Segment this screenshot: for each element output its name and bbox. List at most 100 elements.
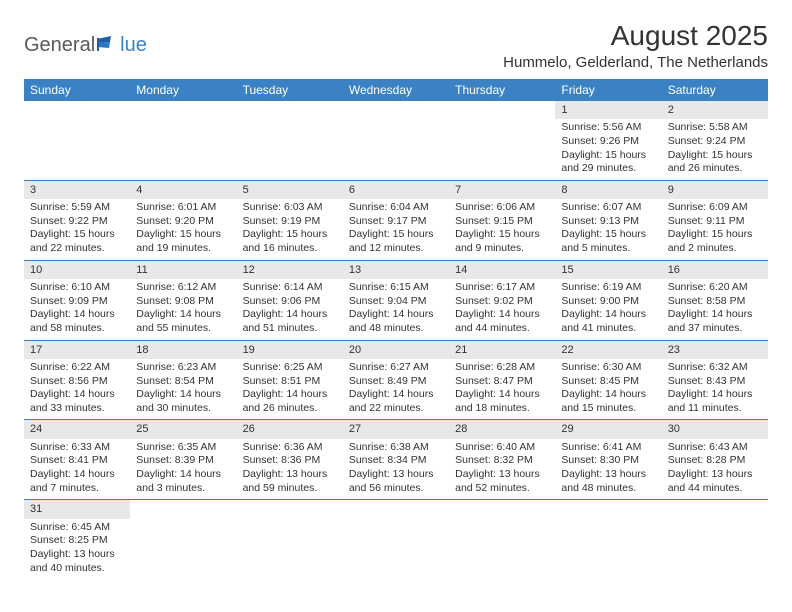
- calendar-cell: 21Sunrise: 6:28 AMSunset: 8:47 PMDayligh…: [449, 340, 555, 420]
- daylight-text-1: Daylight: 14 hours: [136, 308, 230, 322]
- calendar-cell: [237, 101, 343, 180]
- sunrise-text: Sunrise: 6:17 AM: [455, 281, 549, 295]
- calendar-cell: 9Sunrise: 6:09 AMSunset: 9:11 PMDaylight…: [662, 180, 768, 260]
- day-number: 18: [130, 341, 236, 359]
- day-number: 15: [555, 261, 661, 279]
- day-number: [343, 500, 449, 518]
- cell-content: Sunrise: 6:25 AMSunset: 8:51 PMDaylight:…: [237, 359, 343, 420]
- calendar-cell: [343, 101, 449, 180]
- cell-content: Sunrise: 6:40 AMSunset: 8:32 PMDaylight:…: [449, 439, 555, 500]
- cell-content: Sunrise: 6:41 AMSunset: 8:30 PMDaylight:…: [555, 439, 661, 500]
- day-number: 8: [555, 181, 661, 199]
- day-number: 23: [662, 341, 768, 359]
- daylight-text-2: and 16 minutes.: [243, 242, 337, 256]
- cell-content: Sunrise: 6:07 AMSunset: 9:13 PMDaylight:…: [555, 199, 661, 260]
- day-number: 16: [662, 261, 768, 279]
- calendar-row: 1Sunrise: 5:56 AMSunset: 9:26 PMDaylight…: [24, 101, 768, 180]
- daylight-text-1: Daylight: 13 hours: [349, 468, 443, 482]
- flag-icon: [97, 34, 119, 57]
- daylight-text-1: Daylight: 13 hours: [30, 548, 124, 562]
- sunset-text: Sunset: 8:49 PM: [349, 375, 443, 389]
- calendar-cell: 22Sunrise: 6:30 AMSunset: 8:45 PMDayligh…: [555, 340, 661, 420]
- daylight-text-2: and 55 minutes.: [136, 322, 230, 336]
- sunrise-text: Sunrise: 6:20 AM: [668, 281, 762, 295]
- daylight-text-1: Daylight: 14 hours: [668, 388, 762, 402]
- day-number: 4: [130, 181, 236, 199]
- cell-content: Sunrise: 6:15 AMSunset: 9:04 PMDaylight:…: [343, 279, 449, 340]
- day-number: 29: [555, 420, 661, 438]
- daylight-text-2: and 33 minutes.: [30, 402, 124, 416]
- sunset-text: Sunset: 8:34 PM: [349, 454, 443, 468]
- daylight-text-2: and 37 minutes.: [668, 322, 762, 336]
- daylight-text-2: and 58 minutes.: [30, 322, 124, 336]
- calendar-cell: 4Sunrise: 6:01 AMSunset: 9:20 PMDaylight…: [130, 180, 236, 260]
- cell-content: Sunrise: 5:58 AMSunset: 9:24 PMDaylight:…: [662, 119, 768, 180]
- calendar-cell: 24Sunrise: 6:33 AMSunset: 8:41 PMDayligh…: [24, 420, 130, 500]
- sunrise-text: Sunrise: 6:12 AM: [136, 281, 230, 295]
- daylight-text-1: Daylight: 13 hours: [455, 468, 549, 482]
- calendar-cell: 20Sunrise: 6:27 AMSunset: 8:49 PMDayligh…: [343, 340, 449, 420]
- sunset-text: Sunset: 8:58 PM: [668, 295, 762, 309]
- cell-content: Sunrise: 6:03 AMSunset: 9:19 PMDaylight:…: [237, 199, 343, 260]
- daylight-text-2: and 3 minutes.: [136, 482, 230, 496]
- daylight-text-1: Daylight: 14 hours: [243, 388, 337, 402]
- day-number: [449, 500, 555, 518]
- daylight-text-2: and 26 minutes.: [243, 402, 337, 416]
- sunset-text: Sunset: 9:15 PM: [455, 215, 549, 229]
- daylight-text-1: Daylight: 14 hours: [349, 308, 443, 322]
- calendar-cell: 8Sunrise: 6:07 AMSunset: 9:13 PMDaylight…: [555, 180, 661, 260]
- day-number: [343, 101, 449, 119]
- title-block: August 2025 Hummelo, Gelderland, The Net…: [503, 20, 768, 71]
- daylight-text-2: and 15 minutes.: [561, 402, 655, 416]
- daylight-text-1: Daylight: 13 hours: [561, 468, 655, 482]
- sunrise-text: Sunrise: 6:28 AM: [455, 361, 549, 375]
- daylight-text-1: Daylight: 15 hours: [455, 228, 549, 242]
- logo-text-general: General: [24, 34, 95, 57]
- cell-content: Sunrise: 6:23 AMSunset: 8:54 PMDaylight:…: [130, 359, 236, 420]
- day-number: [237, 500, 343, 518]
- calendar-cell: [130, 101, 236, 180]
- calendar-row: 3Sunrise: 5:59 AMSunset: 9:22 PMDaylight…: [24, 180, 768, 260]
- cell-content: Sunrise: 6:12 AMSunset: 9:08 PMDaylight:…: [130, 279, 236, 340]
- daylight-text-2: and 48 minutes.: [349, 322, 443, 336]
- sunset-text: Sunset: 8:41 PM: [30, 454, 124, 468]
- sunrise-text: Sunrise: 6:38 AM: [349, 441, 443, 455]
- day-number: 5: [237, 181, 343, 199]
- cell-content: Sunrise: 6:45 AMSunset: 8:25 PMDaylight:…: [24, 519, 130, 580]
- daylight-text-1: Daylight: 14 hours: [30, 468, 124, 482]
- sunrise-text: Sunrise: 6:07 AM: [561, 201, 655, 215]
- calendar-cell: 1Sunrise: 5:56 AMSunset: 9:26 PMDaylight…: [555, 101, 661, 180]
- sunset-text: Sunset: 8:47 PM: [455, 375, 549, 389]
- sunrise-text: Sunrise: 6:27 AM: [349, 361, 443, 375]
- cell-content: Sunrise: 5:59 AMSunset: 9:22 PMDaylight:…: [24, 199, 130, 260]
- day-header: Tuesday: [237, 79, 343, 101]
- day-number: 30: [662, 420, 768, 438]
- sunset-text: Sunset: 9:26 PM: [561, 135, 655, 149]
- daylight-text-2: and 19 minutes.: [136, 242, 230, 256]
- day-header: Saturday: [662, 79, 768, 101]
- calendar-row: 31Sunrise: 6:45 AMSunset: 8:25 PMDayligh…: [24, 500, 768, 579]
- sunset-text: Sunset: 9:09 PM: [30, 295, 124, 309]
- daylight-text-2: and 30 minutes.: [136, 402, 230, 416]
- sunset-text: Sunset: 9:17 PM: [349, 215, 443, 229]
- calendar-cell: [237, 500, 343, 579]
- daylight-text-2: and 52 minutes.: [455, 482, 549, 496]
- location-text: Hummelo, Gelderland, The Netherlands: [503, 54, 768, 71]
- daylight-text-1: Daylight: 15 hours: [561, 228, 655, 242]
- calendar-row: 10Sunrise: 6:10 AMSunset: 9:09 PMDayligh…: [24, 260, 768, 340]
- sunset-text: Sunset: 8:51 PM: [243, 375, 337, 389]
- day-number: 3: [24, 181, 130, 199]
- calendar-cell: 29Sunrise: 6:41 AMSunset: 8:30 PMDayligh…: [555, 420, 661, 500]
- cell-content: Sunrise: 6:32 AMSunset: 8:43 PMDaylight:…: [662, 359, 768, 420]
- cell-content: Sunrise: 5:56 AMSunset: 9:26 PMDaylight:…: [555, 119, 661, 180]
- sunrise-text: Sunrise: 6:10 AM: [30, 281, 124, 295]
- daylight-text-2: and 59 minutes.: [243, 482, 337, 496]
- sunrise-text: Sunrise: 6:40 AM: [455, 441, 549, 455]
- daylight-text-2: and 26 minutes.: [668, 162, 762, 176]
- sunrise-text: Sunrise: 6:03 AM: [243, 201, 337, 215]
- sunrise-text: Sunrise: 6:09 AM: [668, 201, 762, 215]
- daylight-text-1: Daylight: 15 hours: [561, 149, 655, 163]
- day-number: 21: [449, 341, 555, 359]
- sunset-text: Sunset: 9:08 PM: [136, 295, 230, 309]
- day-number: 13: [343, 261, 449, 279]
